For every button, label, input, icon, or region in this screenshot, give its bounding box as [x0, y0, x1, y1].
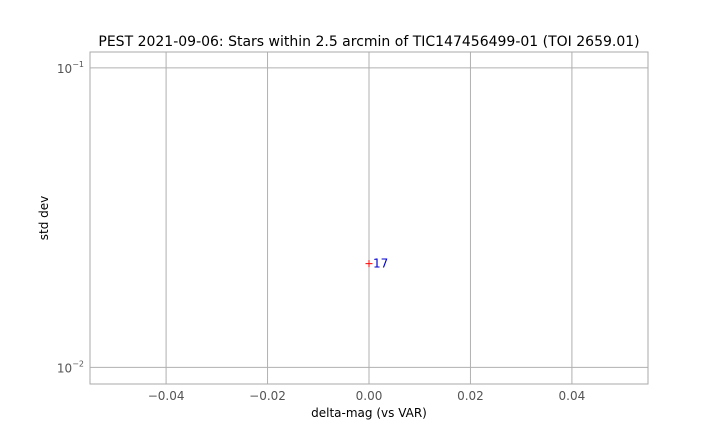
- data-points: 17: [365, 257, 388, 271]
- plot-frame: [89, 51, 649, 385]
- y-axis-ticks: 10−2 10−1: [57, 60, 84, 375]
- y-axis-label: std dev: [37, 196, 51, 241]
- data-point: 17: [365, 257, 388, 271]
- y-tick-label: 10−2: [57, 359, 84, 375]
- x-tick-label: −0.02: [249, 389, 286, 403]
- x-tick-label: 0.02: [457, 389, 484, 403]
- x-tick-label: 0.00: [356, 389, 383, 403]
- x-tick-label: −0.04: [148, 389, 185, 403]
- chart-title: PEST 2021-09-06: Stars within 2.5 arcmin…: [98, 34, 639, 50]
- point-label: 17: [373, 257, 388, 271]
- x-axis-ticks: −0.04 −0.02 0.00 0.02 0.04: [148, 389, 586, 403]
- x-tick-label: 0.04: [559, 389, 586, 403]
- grid-lines: [90, 52, 648, 384]
- y-tick-label: 10−1: [57, 60, 84, 76]
- x-axis-label: delta-mag (vs VAR): [311, 406, 427, 420]
